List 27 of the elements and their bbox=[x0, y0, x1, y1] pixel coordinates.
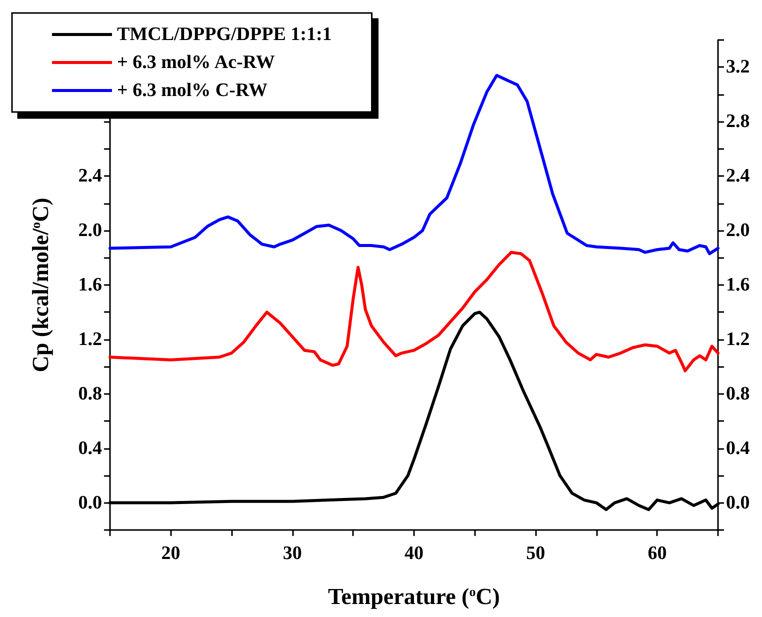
line-series bbox=[108, 250, 720, 372]
y-tick-label: 1.6 bbox=[78, 274, 102, 296]
y-tick-label: 0.4 bbox=[78, 438, 102, 459]
x-tick-label: 60 bbox=[648, 543, 667, 564]
y2-tick-label: 1.6 bbox=[726, 274, 750, 296]
legend-label: TMCL/DPPG/DPPE 1:1:1 bbox=[117, 24, 332, 45]
y2-tick-label: 1.2 bbox=[726, 328, 750, 350]
legend-label: + 6.3 mol% Ac-RW bbox=[117, 52, 275, 73]
legend-label: + 6.3 mol% C-RW bbox=[117, 80, 268, 101]
y2-tick-label: 0.8 bbox=[726, 383, 750, 404]
x-tick-label: 30 bbox=[282, 543, 302, 564]
line-series bbox=[108, 74, 720, 256]
y-axis-title: Cp (kcal/mole/oC) bbox=[28, 198, 53, 372]
y-tick-label: 1.2 bbox=[78, 328, 102, 350]
y2-tick-label: 0.0 bbox=[726, 492, 750, 514]
y-tick-label: 2.4 bbox=[78, 166, 102, 187]
y2-tick-label: 2.0 bbox=[726, 220, 750, 242]
y-tick-label: 0.0 bbox=[78, 492, 102, 514]
y2-tick-label: 0.4 bbox=[726, 438, 750, 459]
y2-tick-label: 3.2 bbox=[726, 56, 750, 78]
y-tick-label: 0.8 bbox=[78, 383, 102, 404]
x-tick-label: 40 bbox=[404, 543, 424, 564]
y2-tick-label: 2.8 bbox=[726, 111, 750, 132]
y2-tick-label: 2.4 bbox=[726, 166, 750, 187]
y-tick-label: 2.0 bbox=[78, 220, 102, 242]
x-tick-label: 20 bbox=[161, 543, 180, 564]
x-tick-label: 50 bbox=[526, 543, 546, 564]
